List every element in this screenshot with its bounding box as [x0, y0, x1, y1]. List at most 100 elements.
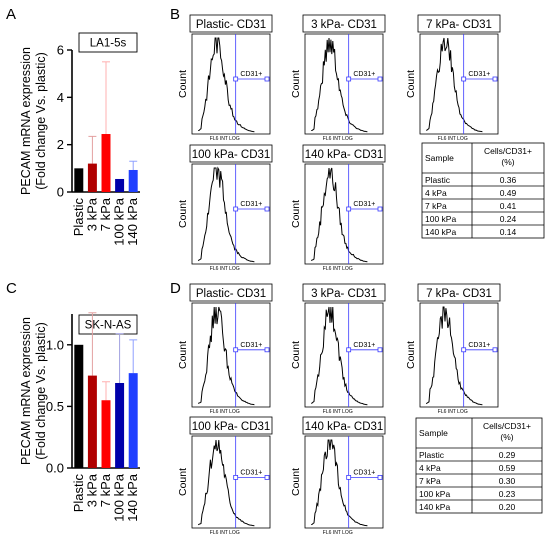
panel-d-histogram-curve — [425, 306, 483, 406]
panel-b-gate-handle — [264, 76, 270, 82]
panel-d-gate-handle — [346, 347, 352, 353]
panel-d-histogram-y-label: Count — [177, 468, 189, 496]
panel-d-histogram-y-label: Count — [405, 341, 417, 369]
panel-b-histogram-title: 3 kPa- CD31 — [311, 19, 377, 31]
panel-b-histogram-title-box — [189, 14, 273, 33]
panel-d-gate-handle — [233, 347, 239, 353]
panel-c-y-axis-label: (Fold change Vs. plastic) — [34, 322, 48, 460]
panel-c-x-tick-label: 140 kPa — [125, 473, 140, 521]
panel-b-histogram-x-label: FL6 INT LOG — [210, 266, 240, 272]
panel-d-table-header-value: (%) — [500, 432, 513, 442]
panel-d-gate-handle — [346, 474, 352, 480]
panel-d-histogram-curve — [311, 439, 368, 527]
panel-d-table-cell-value: 0.20 — [499, 502, 516, 512]
panel-c-bar — [87, 375, 97, 468]
panel-d-table-cell-value: 0.23 — [499, 489, 516, 499]
panel-b-histogram-curve — [311, 37, 368, 133]
panel-d-gate-label: CD31+ — [240, 342, 262, 349]
bar-chart-a: 0 2 4 6 PECAM mRNA expression (Fold change Vs… — [19, 32, 140, 246]
panel-d-histogram-y-label: Count — [290, 468, 302, 496]
panel-letter-b: B — [170, 6, 180, 23]
panel-b-gate-label: CD31+ — [353, 71, 375, 78]
panel-b-histogram-frame — [191, 163, 271, 265]
panel-a-y-axis-label: PECAM mRNA expression — [19, 47, 33, 195]
panel-b-gate-handle — [233, 76, 239, 82]
panel-a-y-tick-label: 6 — [57, 43, 64, 58]
panel-b-histogram-curve — [425, 37, 483, 133]
panel-c-title: SK-N-AS — [85, 320, 132, 332]
panel-d-histogram-x-label: FL6 INT LOG — [438, 409, 468, 415]
panel-b-histogram-x-label: FL6 INT LOG — [323, 266, 353, 272]
panel-c-bar — [115, 382, 125, 468]
panel-b-histogram-y-label: Count — [177, 70, 189, 98]
panel-d-table-cell-value: 0.30 — [499, 476, 516, 486]
panel-d-gate-handle — [492, 347, 498, 353]
panel-d-histogram-frame — [419, 302, 499, 408]
panel-b-gate-handle — [377, 206, 383, 212]
flow-panel-b: Plastic- CD31 Count FL6 INT LOG CD31+ 3 kPa-… — [177, 14, 545, 272]
panel-b-table-cell-sample: Plastic — [425, 175, 451, 185]
panel-d-gate-handle — [264, 474, 270, 480]
panel-b-table-header-value: (%) — [501, 157, 514, 167]
panel-a-y-tick-label: 0 — [57, 185, 64, 200]
panel-d-table-cell-value: 0.29 — [499, 450, 516, 460]
panel-b-gate-label: CD31+ — [468, 71, 490, 78]
panel-b-table-header-value: Cells/CD31+ — [484, 146, 532, 156]
panel-d-histogram-title: Plastic- CD31 — [196, 288, 266, 300]
panel-b-table-cell-sample: 140 kPa — [425, 227, 456, 237]
panel-c-title-box — [78, 314, 138, 335]
panel-c-x-tick-label: 7 kPa — [98, 473, 113, 507]
panel-d-histogram-curve — [310, 306, 368, 406]
panel-d-table-cell-value: 0.59 — [499, 463, 516, 473]
panel-d-gate-handle — [377, 474, 383, 480]
panel-b-gate-handle — [492, 76, 498, 82]
panel-a-x-tick-label: 3 kPa — [84, 197, 99, 231]
panel-a-bar — [128, 169, 138, 192]
panel-d-histogram-curve — [197, 439, 255, 527]
panel-b-table-cell-value: 0.14 — [500, 227, 517, 237]
panel-b-gate-handle — [377, 76, 383, 82]
panel-d-gate-handle — [264, 347, 270, 353]
panel-b-table-cell-value: 0.49 — [500, 188, 517, 198]
panel-d-histogram-y-label: Count — [177, 341, 189, 369]
panel-letter-a: A — [6, 6, 16, 23]
panel-d-table-cell-sample: Plastic — [419, 450, 445, 460]
panel-d-histogram-title-box — [189, 416, 273, 435]
panel-b-table-cell-value: 0.36 — [500, 175, 517, 185]
panel-b-histogram-curve — [197, 166, 255, 263]
panel-b-histogram-title: Plastic- CD31 — [196, 19, 266, 31]
panel-b-histogram-title: 7 kPa- CD31 — [426, 19, 492, 31]
panel-d-histogram-title-box — [417, 283, 501, 302]
panel-d-histogram-frame — [191, 302, 271, 408]
panel-d-histogram-x-label: FL6 INT LOG — [210, 530, 240, 536]
panel-c-bar — [74, 344, 84, 468]
panel-d-histogram-frame — [304, 302, 384, 408]
panel-d-table-cell-sample: 100 kPa — [419, 489, 450, 499]
panel-d-table-header-value: Cells/CD31+ — [483, 421, 531, 431]
panel-b-histogram-x-label: FL6 INT LOG — [210, 136, 240, 142]
panel-c-y-tick-label: 0.0 — [46, 461, 64, 476]
panel-d-table-cell-sample: 140 kPa — [419, 502, 450, 512]
panel-b-histogram-x-label: FL6 INT LOG — [323, 136, 353, 142]
panel-b-histogram-title-box — [417, 14, 501, 33]
panel-a-x-tick-label: 100 kPa — [112, 197, 127, 245]
panel-a-x-tick-label: 7 kPa — [98, 197, 113, 231]
panel-a-x-tick-label: 140 kPa — [125, 197, 140, 245]
panel-b-histogram-y-label: Count — [177, 200, 189, 228]
panel-d-histogram-frame — [304, 435, 384, 529]
panel-d-gate-label: CD31+ — [353, 342, 375, 349]
panel-d-table-header-sample: Sample — [419, 428, 448, 438]
panel-b-histogram-y-label: Count — [290, 70, 302, 98]
panel-b-histogram-x-label: FL6 INT LOG — [438, 136, 468, 142]
panel-a-bar — [101, 134, 111, 192]
panel-d-gate-handle — [461, 347, 467, 353]
panel-b-table-cell-sample: 4 kPa — [425, 188, 447, 198]
panel-d-histogram-title: 140 kPa- CD31 — [305, 421, 384, 433]
panel-b-gate-handle — [264, 206, 270, 212]
panel-b-gate-handle — [233, 206, 239, 212]
panel-b-table-cell-sample: 7 kPa — [425, 201, 447, 211]
panel-d-histogram-x-label: FL6 INT LOG — [323, 409, 353, 415]
panel-a-x-tick-label: Plastic — [71, 198, 86, 237]
panel-letter-c: C — [6, 280, 17, 297]
panel-b-histogram-title-box — [302, 144, 386, 163]
